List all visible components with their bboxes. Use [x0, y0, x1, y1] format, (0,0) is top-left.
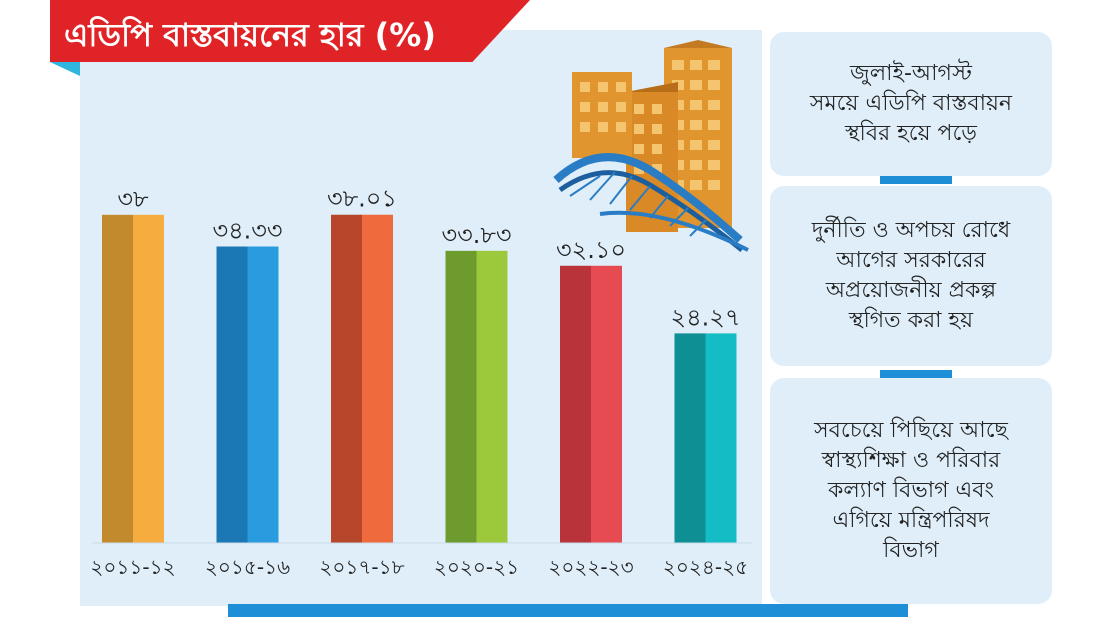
bars-group	[92, 214, 752, 544]
note-box-3: সবচেয়ে পিছিয়ে আছে স্বাস্থ্যশিক্ষা ও পর…	[770, 378, 1052, 604]
bar-value-label-3: ৩৩.৮৩	[441, 221, 511, 249]
bar-3-shade	[445, 250, 477, 543]
note-box-2: দুর্নীতি ও অপচয় রোধে আগের সরকারের অপ্রয…	[770, 186, 1052, 366]
bar-value-label-2: ৩৮.০১	[327, 185, 397, 213]
bar-value-label-1: ৩৪.৩৩	[212, 217, 282, 245]
bar-1	[247, 246, 279, 543]
note-text-1: জুলাই-আগস্ট সময়ে এডিপি বাস্তবায়ন স্থবি…	[809, 61, 1013, 146]
connector-1	[880, 176, 952, 184]
bar-1-shade	[216, 246, 248, 543]
value-labels-group: ৩৮ ৩৪.৩৩ ৩৮.০১ ৩৩.৮৩ ৩২.১০ ২৪.২৭	[117, 185, 740, 332]
category-label-5: ২০২৪-২৫	[663, 555, 748, 579]
bar-5-shade	[674, 333, 706, 543]
connector-2	[880, 370, 952, 378]
bar-4	[591, 265, 622, 543]
bar-3	[476, 250, 508, 543]
bar-4-shade	[560, 265, 591, 543]
note-text-3: সবচেয়ে পিছিয়ে আছে স্বাস্থ্যশিক্ষা ও পর…	[814, 418, 1008, 563]
category-label-0: ২০১১-১২	[90, 555, 175, 579]
bar-0-shade	[102, 214, 133, 543]
category-label-1: ২০১৫-১৬	[205, 555, 290, 579]
title-banner	[50, 0, 530, 62]
buildings-bridge-illustration	[553, 40, 749, 252]
bar-2-shade	[331, 214, 362, 543]
category-label-2: ২০১৭-১৮	[319, 555, 404, 579]
bar-value-label-4: ৩২.১০	[556, 236, 626, 264]
bar-2	[362, 214, 393, 543]
bottom-accent-bar	[228, 604, 908, 617]
category-label-3: ২০২০-২১	[434, 555, 519, 579]
category-labels-group: ২০১১-১২ ২০১৫-১৬ ২০১৭-১৮ ২০২০-২১ ২০২২-২৩ ২০২৪-…	[90, 555, 748, 579]
category-label-4: ২০২২-২৩	[548, 555, 633, 579]
chart-title: এডিপি বাস্তবায়নের হার (%)	[64, 16, 436, 54]
bar-0	[133, 214, 164, 543]
bridge-arch	[553, 153, 743, 243]
bar-value-label-5: ২৪.২৭	[670, 303, 740, 331]
bar-value-label-0: ৩৮	[117, 185, 149, 213]
note-text-2: দুর্নীতি ও অপচয় রোধে আগের সরকারের অপ্রয…	[811, 218, 1011, 333]
bar-5	[705, 333, 737, 543]
note-box-1: জুলাই-আগস্ট সময়ে এডিপি বাস্তবায়ন স্থবি…	[770, 32, 1052, 176]
